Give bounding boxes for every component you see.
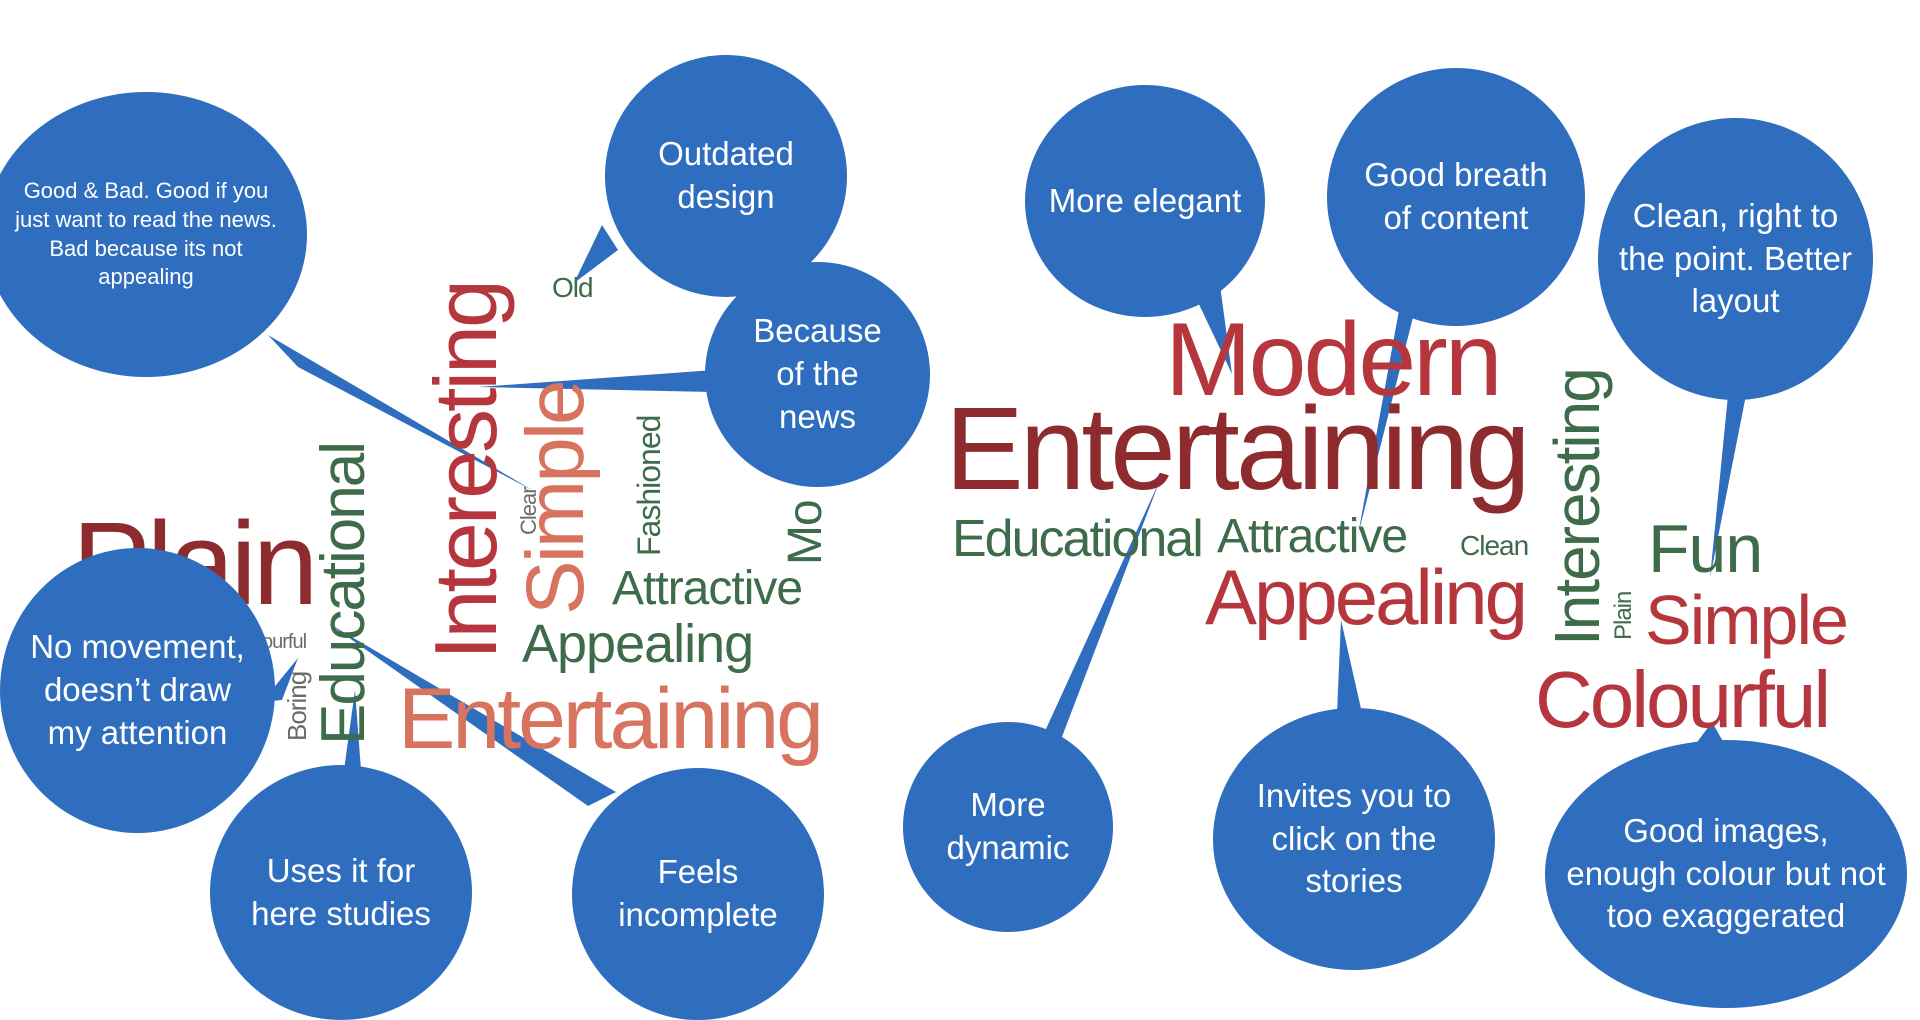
- bubble-clean-point-text: Clean, right to the point. Better layout: [1619, 196, 1852, 320]
- bubble-invites-click-text: Invites you to click on the stories: [1256, 776, 1452, 900]
- right-word-appealing: Appealing: [1205, 553, 1528, 641]
- bubble-clean-point: Clean, right to the point. Better layout: [1598, 118, 1873, 400]
- bubble-no-movement-text: No movement, doesn’t draw my attention: [30, 628, 245, 751]
- bubble-because-news: Because of the news: [705, 262, 930, 487]
- pointer-good-bad: [268, 335, 534, 491]
- bubble-uses-studies: Uses it for here studies: [210, 765, 472, 1020]
- pointer-clean-point: [1710, 395, 1746, 578]
- bubble-good-breath: Good breath of content: [1327, 68, 1585, 326]
- pointer-good-images: [1695, 722, 1725, 745]
- right-word-clean: Clean: [1460, 530, 1529, 561]
- bubble-invites-click: Invites you to click on the stories: [1213, 708, 1495, 970]
- bubble-more-dynamic-text: More dynamic: [946, 786, 1070, 866]
- bubble-more-dynamic: More dynamic: [903, 722, 1113, 932]
- left-word-fashioned: Fashioned: [631, 415, 667, 556]
- pointer-feels-incomplete: [328, 623, 616, 806]
- bubble-feels-incomplete-text: Feels incomplete: [618, 853, 778, 933]
- left-word-old: Old: [552, 272, 594, 303]
- bubble-good-images: Good images, enough colour but not too e…: [1545, 740, 1907, 1008]
- left-word-attractive: Attractive: [612, 562, 803, 615]
- bubble-uses-studies-text: Uses it for here studies: [251, 851, 431, 932]
- right-word-entertaining: Entertaining: [945, 383, 1531, 515]
- right-word-attractive: Attractive: [1217, 510, 1408, 563]
- bubble-more-elegant-text: More elegant: [1048, 181, 1242, 219]
- bubble-outdated-design: Outdated design: [605, 55, 847, 297]
- left-word-interesting: Interesting: [416, 282, 515, 660]
- bubble-outdated-design-text: Outdated design: [658, 135, 794, 215]
- left-word-clear: Clear: [516, 487, 541, 535]
- bubble-good-breath-text: Good breath of content: [1364, 156, 1548, 236]
- bubble-good-bad: Good & Bad. Good if you just want to rea…: [0, 92, 307, 377]
- right-word-plain: Plain: [1610, 591, 1637, 640]
- bubble-feels-incomplete: Feels incomplete: [572, 768, 824, 1020]
- left-word-appealing: Appealing: [522, 614, 754, 674]
- right-word-interesting: Interesting: [1541, 369, 1613, 646]
- right-word-fun: Fun: [1648, 511, 1763, 587]
- pointer-more-dynamic: [1040, 480, 1160, 742]
- right-word-simple: Simple: [1645, 581, 1849, 659]
- right-word-educational: Educational: [952, 510, 1204, 568]
- pointer-outdated: [574, 225, 618, 283]
- left-word-colourful-fragment: ourful: [262, 631, 307, 653]
- left-word-educational: Educational: [309, 442, 378, 745]
- left-word-mo: Mo: [779, 500, 832, 565]
- pointer-uses-studies: [344, 690, 361, 770]
- pointer-more-elegant: [1196, 285, 1232, 374]
- pointer-because-news: [478, 370, 714, 392]
- left-word-entertaining: Entertaining: [398, 671, 824, 767]
- right-word-colourful: Colourful: [1535, 655, 1831, 744]
- bubble-good-bad-text: Good & Bad. Good if you just want to rea…: [15, 178, 277, 290]
- pointer-good-breath: [1358, 250, 1430, 535]
- pointer-invites-click: [1337, 620, 1362, 713]
- left-word-boring: Boring: [282, 671, 312, 741]
- bubble-because-news-text: Because of the news: [753, 312, 882, 435]
- bubble-more-elegant: More elegant: [1025, 85, 1265, 317]
- bubble-no-movement: No movement, doesn’t draw my attention: [0, 548, 275, 833]
- bubble-good-images-text: Good images, enough colour but not too e…: [1566, 811, 1886, 935]
